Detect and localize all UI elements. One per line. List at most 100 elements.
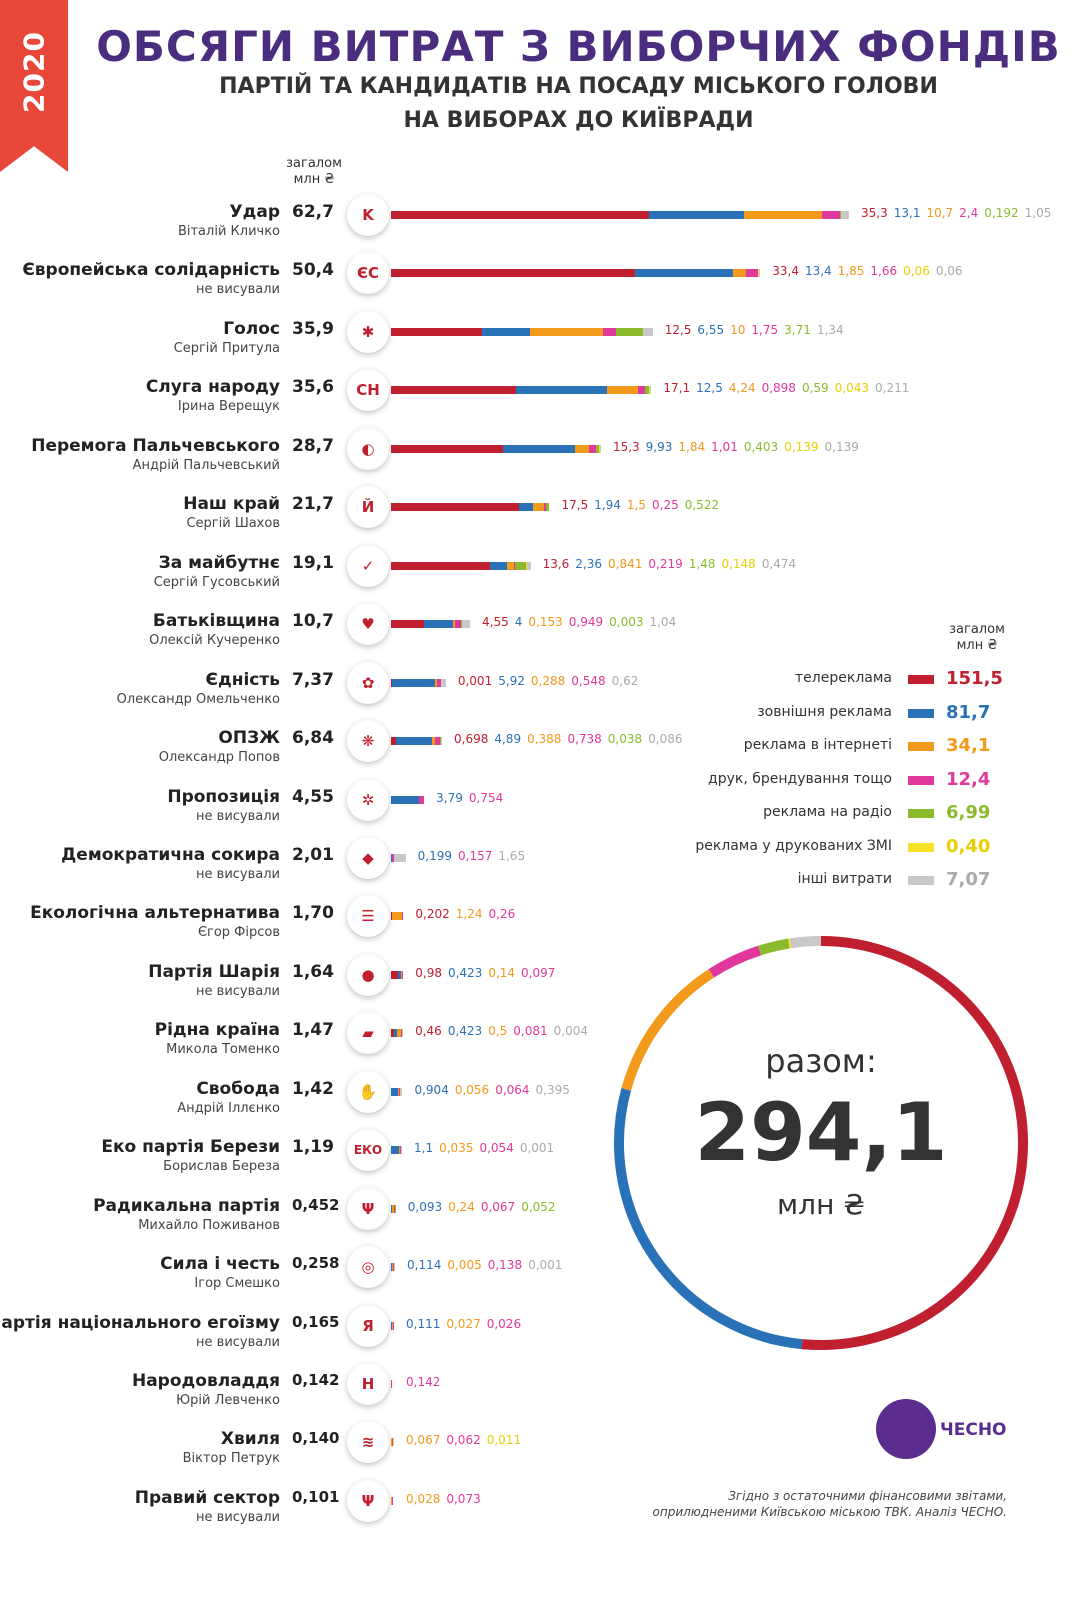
bar-segment: [399, 1087, 403, 1096]
bar-segment: [439, 737, 441, 746]
bar-row: Партія Шарія не висували 1,64 ● 0,98 0,423 0,1…: [0, 953, 1077, 1016]
bar-segment: [391, 970, 399, 979]
stacked-bar: [391, 561, 531, 570]
segment-value-label: 0,001: [519, 1141, 555, 1156]
segment-value-label: 13,1: [893, 206, 921, 220]
legend-label: телереклама: [795, 670, 892, 686]
footnote: Згідно з остаточними фінансовими звітами…: [587, 1488, 1007, 1520]
party-total: 35,9: [292, 318, 334, 339]
bar-segment: [399, 1146, 401, 1155]
party-logo-icon: K: [347, 194, 389, 236]
party-total: 0,165: [292, 1312, 340, 1331]
party-total: 50,4: [292, 260, 334, 281]
bar-segment: [758, 269, 760, 278]
segment-value-label: 0,062: [446, 1433, 481, 1448]
bar-segment: [518, 503, 533, 512]
candidate-name: Віктор Петрук: [182, 1451, 280, 1467]
stacked-bar: [391, 503, 550, 512]
segment-value-label: 0,153: [528, 615, 563, 630]
segment-value-label: 2,4: [959, 206, 979, 220]
total-column-header: загалом млн ₴: [282, 156, 346, 188]
segment-values: 33,4 13,4 1,85 1,66 0,06 0,06: [772, 264, 968, 278]
bar-segment: [607, 386, 639, 395]
segment-values: 4,55 4 0,153 0,949 0,003 1,04: [482, 615, 682, 629]
bar-segment: [513, 561, 516, 570]
segment-value-label: 5,92: [498, 673, 525, 688]
stacked-bar: [391, 737, 442, 746]
segment-value-label: 0,067: [480, 1199, 516, 1214]
segment-value-label: 1,66: [870, 264, 898, 279]
segment-value-label: 0,25: [652, 498, 679, 513]
bar-segment: [393, 1321, 394, 1330]
segment-value-label: 4,89: [494, 732, 522, 747]
candidate-name: Михайло Поживанов: [138, 1217, 280, 1233]
bar-segment: [588, 444, 596, 453]
bar-segment: [392, 1263, 393, 1272]
legend-swatch: [908, 775, 934, 785]
bar-row: Правий сектор не висували 0,101 Ψ 0,028 0,073: [0, 1479, 1077, 1542]
stacked-bar: [391, 1496, 393, 1505]
bar-segment: [398, 1087, 400, 1096]
segment-values: 0,067 0,062 0,011: [406, 1433, 527, 1447]
stacked-bar: [391, 211, 849, 219]
segment-value-label: 0,388: [527, 732, 562, 747]
bar-segment: [391, 737, 397, 746]
party-total: 1,19: [292, 1137, 334, 1158]
bar-segment: [393, 853, 406, 862]
bar-segment: [392, 1496, 393, 1505]
segment-value-label: 0,698: [454, 732, 489, 747]
segment-value-label: 0,59: [801, 381, 829, 396]
segment-value-label: 0,093: [407, 1199, 443, 1214]
bar-segment: [841, 211, 849, 219]
bar-row: Народовладдя Юрій Левченко 0,142 Н 0,142: [0, 1363, 1077, 1425]
bar-row: Удар Віталій Кличко 62,7 K 35,3 13,1 10,7 2,4 0,…: [0, 194, 1077, 256]
bar-segment: [401, 912, 404, 921]
bar-row: Європейська солідарність не висували 50,4 Є…: [0, 252, 1077, 314]
bar-segment: [453, 620, 455, 629]
legend-swatch: [908, 876, 934, 885]
segment-value-label: 1,05: [1024, 206, 1052, 220]
party-total: 28,7: [292, 435, 334, 456]
candidate-name: Сергій Притула: [173, 340, 280, 356]
segment-value-label: 3,71: [784, 322, 811, 337]
bar-segment: [393, 1204, 395, 1213]
party-name: Партія національного егоїзму: [0, 1312, 280, 1333]
segment-value-label: 0,111: [406, 1316, 441, 1331]
segment-value-label: 0,754: [468, 790, 504, 805]
party-logo-icon: Ψ: [347, 1479, 389, 1522]
legend-label: реклама на радіо: [763, 804, 892, 820]
stacked-bar: [391, 1146, 403, 1155]
legend-header-line2: млн ₴: [956, 638, 998, 653]
segment-value-label: 13,6: [542, 556, 570, 571]
bar-segment: [545, 503, 550, 512]
stacked-bar: [391, 444, 601, 453]
segment-value-label: 10: [730, 322, 746, 337]
candidate-name: Олексій Кучеренко: [149, 633, 280, 649]
bar-segment: [435, 678, 438, 687]
segment-value-label: 0,62: [611, 673, 639, 688]
candidate-name: Борислав Береза: [163, 1159, 280, 1175]
segment-value-label: 1,48: [688, 556, 716, 571]
segment-values: 0,114 0,005 0,138 0,001: [407, 1258, 568, 1272]
bar-segment: [532, 503, 544, 512]
segment-value-label: 1,34: [816, 322, 844, 337]
bar-segment: [598, 444, 600, 453]
party-total: 0,258: [292, 1254, 340, 1273]
candidate-name: Микола Томенко: [166, 1042, 280, 1058]
segment-values: 15,3 9,93 1,84 1,01 0,403 0,139 0,139: [613, 440, 865, 454]
segment-value-label: 0,949: [568, 615, 604, 630]
legend-value: 0,40: [946, 835, 991, 857]
segment-value-label: 0,98: [415, 965, 442, 980]
bar-segment: [392, 678, 436, 687]
party-total: 19,1: [292, 552, 334, 573]
party-total: 21,7: [292, 494, 334, 515]
bar-segment: [440, 737, 442, 746]
segment-value-label: 0,097: [521, 965, 556, 980]
bar-row: Хвиля Віктор Петрук 0,140 ≋ 0,067 0,062 0,011: [0, 1421, 1077, 1483]
segment-value-label: 0,548: [571, 673, 606, 688]
segment-value-label: 0,043: [834, 381, 870, 396]
bar-segment: [391, 912, 393, 921]
party-logo-icon: Й: [347, 486, 389, 529]
candidate-name: не висували: [196, 1334, 280, 1350]
total-value: 294,1: [694, 1086, 948, 1179]
